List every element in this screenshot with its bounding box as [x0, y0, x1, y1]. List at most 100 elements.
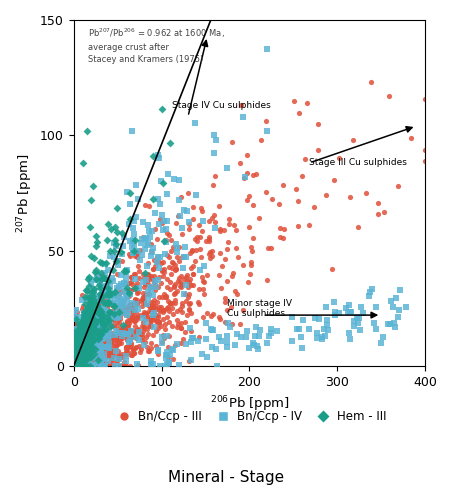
Bn/Ccp - IV [104, 310, 111, 318]
Bn/Ccp - III [91, 362, 98, 370]
Bn/Ccp - IV [80, 360, 87, 368]
Hem - III [79, 348, 86, 356]
Bn/Ccp - III [175, 320, 182, 328]
Bn/Ccp - IV [91, 286, 98, 294]
Bn/Ccp - III [77, 319, 84, 327]
Hem - III [80, 338, 87, 346]
Bn/Ccp - IV [123, 312, 130, 320]
Bn/Ccp - III [135, 267, 142, 275]
Bn/Ccp - III [165, 253, 172, 261]
Bn/Ccp - III [96, 272, 103, 280]
Bn/Ccp - IV [256, 326, 263, 334]
Hem - III [84, 321, 91, 329]
Bn/Ccp - III [126, 300, 133, 308]
Bn/Ccp - III [131, 249, 138, 257]
Hem - III [80, 318, 87, 326]
Bn/Ccp - III [78, 320, 85, 328]
Bn/Ccp - III [152, 302, 159, 310]
Bn/Ccp - III [116, 307, 123, 315]
Bn/Ccp - III [146, 315, 153, 323]
Bn/Ccp - IV [90, 340, 97, 347]
Bn/Ccp - III [109, 315, 116, 323]
Bn/Ccp - III [94, 362, 101, 370]
Bn/Ccp - IV [72, 334, 79, 342]
Bn/Ccp - IV [138, 250, 145, 258]
Bn/Ccp - IV [101, 322, 108, 330]
Bn/Ccp - IV [89, 314, 96, 322]
Bn/Ccp - III [191, 257, 198, 265]
Hem - III [83, 340, 91, 347]
Bn/Ccp - III [139, 294, 146, 302]
Bn/Ccp - IV [90, 348, 97, 356]
Bn/Ccp - III [163, 229, 170, 237]
Bn/Ccp - IV [189, 334, 196, 342]
Bn/Ccp - III [83, 331, 90, 339]
Hem - III [74, 361, 81, 369]
Bn/Ccp - IV [128, 327, 135, 335]
Hem - III [89, 337, 96, 345]
Bn/Ccp - IV [93, 334, 100, 342]
Hem - III [70, 354, 77, 362]
Hem - III [71, 328, 78, 336]
Bn/Ccp - IV [105, 318, 112, 326]
Bn/Ccp - III [107, 357, 114, 365]
Hem - III [79, 362, 86, 370]
Bn/Ccp - IV [95, 360, 102, 368]
Bn/Ccp - III [84, 328, 91, 336]
Bn/Ccp - III [71, 362, 78, 370]
Hem - III [70, 356, 78, 364]
Bn/Ccp - III [70, 362, 77, 370]
Bn/Ccp - III [116, 324, 123, 332]
Bn/Ccp - IV [372, 302, 379, 310]
Hem - III [103, 299, 110, 307]
Bn/Ccp - III [102, 362, 109, 370]
Bn/Ccp - IV [86, 342, 93, 349]
Hem - III [74, 354, 81, 362]
Bn/Ccp - IV [117, 280, 124, 287]
Hem - III [78, 340, 85, 348]
Bn/Ccp - IV [262, 338, 270, 346]
Bn/Ccp - IV [223, 343, 230, 351]
Bn/Ccp - III [203, 272, 210, 280]
Bn/Ccp - III [90, 362, 97, 370]
Bn/Ccp - IV [321, 332, 328, 340]
Bn/Ccp - IV [102, 330, 109, 338]
Hem - III [81, 309, 88, 317]
Bn/Ccp - IV [353, 313, 360, 321]
Bn/Ccp - III [149, 306, 156, 314]
Bn/Ccp - IV [104, 356, 111, 364]
Bn/Ccp - IV [73, 360, 80, 368]
Bn/Ccp - IV [168, 344, 175, 352]
Bn/Ccp - III [90, 348, 97, 356]
Bn/Ccp - IV [73, 306, 80, 314]
Bn/Ccp - III [206, 254, 213, 262]
Bn/Ccp - III [116, 330, 123, 338]
Bn/Ccp - III [164, 352, 171, 360]
Y-axis label: $^{207}$Pb [ppm]: $^{207}$Pb [ppm] [15, 153, 35, 233]
Hem - III [72, 362, 79, 370]
Bn/Ccp - IV [101, 290, 108, 298]
Bn/Ccp - IV [72, 328, 79, 336]
Bn/Ccp - III [175, 274, 182, 282]
Hem - III [74, 350, 81, 358]
Bn/Ccp - III [105, 338, 112, 346]
Bn/Ccp - III [123, 336, 130, 344]
Bn/Ccp - III [87, 360, 94, 368]
Hem - III [77, 349, 84, 357]
Bn/Ccp - III [154, 257, 161, 265]
Bn/Ccp - IV [81, 324, 88, 332]
Bn/Ccp - III [112, 323, 119, 331]
Bn/Ccp - III [70, 342, 77, 350]
Bn/Ccp - IV [155, 154, 162, 162]
Bn/Ccp - III [106, 350, 114, 358]
Bn/Ccp - III [86, 362, 93, 370]
Bn/Ccp - III [129, 314, 136, 322]
Hem - III [79, 332, 86, 340]
Bn/Ccp - III [189, 270, 196, 278]
Bn/Ccp - IV [89, 348, 96, 356]
Bn/Ccp - III [140, 283, 147, 291]
Hem - III [72, 334, 79, 342]
Hem - III [106, 291, 113, 299]
Bn/Ccp - III [70, 361, 77, 369]
Bn/Ccp - III [99, 330, 106, 338]
